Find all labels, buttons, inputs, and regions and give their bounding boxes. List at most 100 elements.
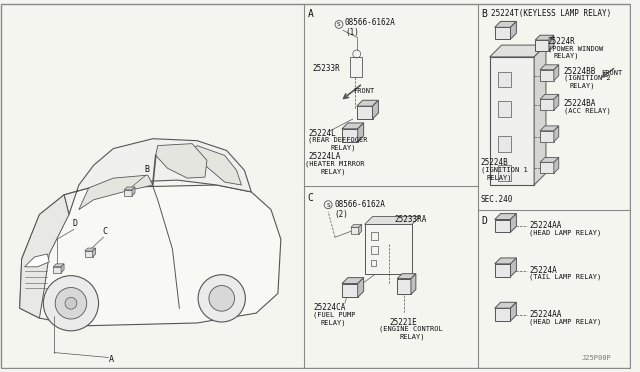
Polygon shape [511,214,516,232]
Text: 25221E: 25221E [389,318,417,327]
Text: (IGNITION 1: (IGNITION 1 [481,166,527,173]
Polygon shape [534,45,546,185]
Polygon shape [64,139,252,215]
Polygon shape [356,100,378,106]
Text: B: B [145,165,150,174]
Polygon shape [397,274,416,279]
Text: (POWER WINDOW: (POWER WINDOW [548,45,603,52]
Text: 25224A: 25224A [529,266,557,275]
Text: (HEATER MIRROR: (HEATER MIRROR [305,160,364,167]
Text: (FUEL PUMP: (FUEL PUMP [314,311,356,318]
Polygon shape [540,65,559,70]
Bar [490,57,534,185]
Polygon shape [53,264,64,267]
Text: J25P00P: J25P00P [581,356,611,362]
Polygon shape [490,45,546,57]
Bar [540,131,554,142]
Bar [351,227,358,234]
Text: 25224AA: 25224AA [529,221,561,231]
Text: (IGNITION 2: (IGNITION 2 [564,75,611,81]
Polygon shape [124,187,135,190]
Bar [365,224,412,274]
Polygon shape [342,123,364,129]
Text: RELAY): RELAY) [320,168,346,175]
Text: 25233R: 25233R [312,64,340,73]
Polygon shape [554,94,559,110]
Polygon shape [156,144,207,178]
Text: A: A [108,355,113,364]
Text: RELAY): RELAY) [570,83,595,89]
Text: 25224LA: 25224LA [308,153,341,161]
Text: B: B [481,9,487,19]
Polygon shape [132,187,135,196]
Bar [397,279,411,294]
Polygon shape [79,175,153,210]
Text: FRONT: FRONT [601,70,622,76]
Circle shape [209,286,234,311]
Bar [342,283,358,297]
Bar [371,232,378,240]
Text: RELAY): RELAY) [399,334,424,340]
Polygon shape [24,254,49,267]
Bar [535,40,549,51]
Polygon shape [358,278,364,297]
Text: 25224R: 25224R [548,37,575,46]
Text: C: C [307,193,314,203]
Polygon shape [365,217,420,224]
Polygon shape [540,157,559,162]
Bar [53,267,61,273]
Text: (ACC RELAY): (ACC RELAY) [564,107,611,114]
Bar [498,136,511,151]
Bar [84,251,93,257]
Bar [356,106,372,119]
Circle shape [65,297,77,309]
Polygon shape [84,248,95,251]
Polygon shape [351,224,362,227]
Text: RELAY): RELAY) [320,319,346,326]
Text: 25224AA: 25224AA [529,310,561,319]
Bar [498,72,511,87]
Polygon shape [554,126,559,142]
Polygon shape [540,94,559,99]
Polygon shape [535,35,554,40]
Text: 25233RA: 25233RA [394,215,426,224]
Polygon shape [358,224,362,234]
Text: (REAR DEFFOGER: (REAR DEFFOGER [308,137,368,143]
Polygon shape [511,22,516,39]
Text: RELAY): RELAY) [330,145,356,151]
Bar [495,219,511,232]
Text: (1): (1) [345,28,359,37]
Bar [498,101,511,117]
Polygon shape [372,100,378,119]
Bar [495,308,511,321]
Polygon shape [61,264,64,273]
Bar [495,28,511,39]
Text: S: S [337,22,341,28]
Polygon shape [342,278,364,283]
Bar [498,165,511,181]
Polygon shape [20,185,281,326]
Text: (HEAD LAMP RELAY): (HEAD LAMP RELAY) [529,318,602,324]
Text: RELAY): RELAY) [554,53,579,60]
Polygon shape [93,248,95,257]
Text: (ENGINE CONTROL: (ENGINE CONTROL [380,326,443,333]
Polygon shape [192,145,241,185]
Polygon shape [495,214,516,219]
Text: A: A [307,9,314,19]
Circle shape [198,275,245,322]
Text: 25224T(KEYLESS LAMP RELAY): 25224T(KEYLESS LAMP RELAY) [491,9,611,17]
Bar [371,246,378,254]
Polygon shape [540,126,559,131]
Bar [495,264,511,277]
Bar [540,162,554,173]
Bar [342,129,358,142]
Text: S: S [326,203,330,208]
Text: 08566-6162A: 08566-6162A [345,19,396,28]
Polygon shape [495,302,516,308]
Polygon shape [511,258,516,277]
Text: C: C [102,227,108,236]
Polygon shape [511,302,516,321]
Circle shape [55,288,86,319]
Text: SEC.240: SEC.240 [481,195,513,204]
Bar [350,57,362,77]
